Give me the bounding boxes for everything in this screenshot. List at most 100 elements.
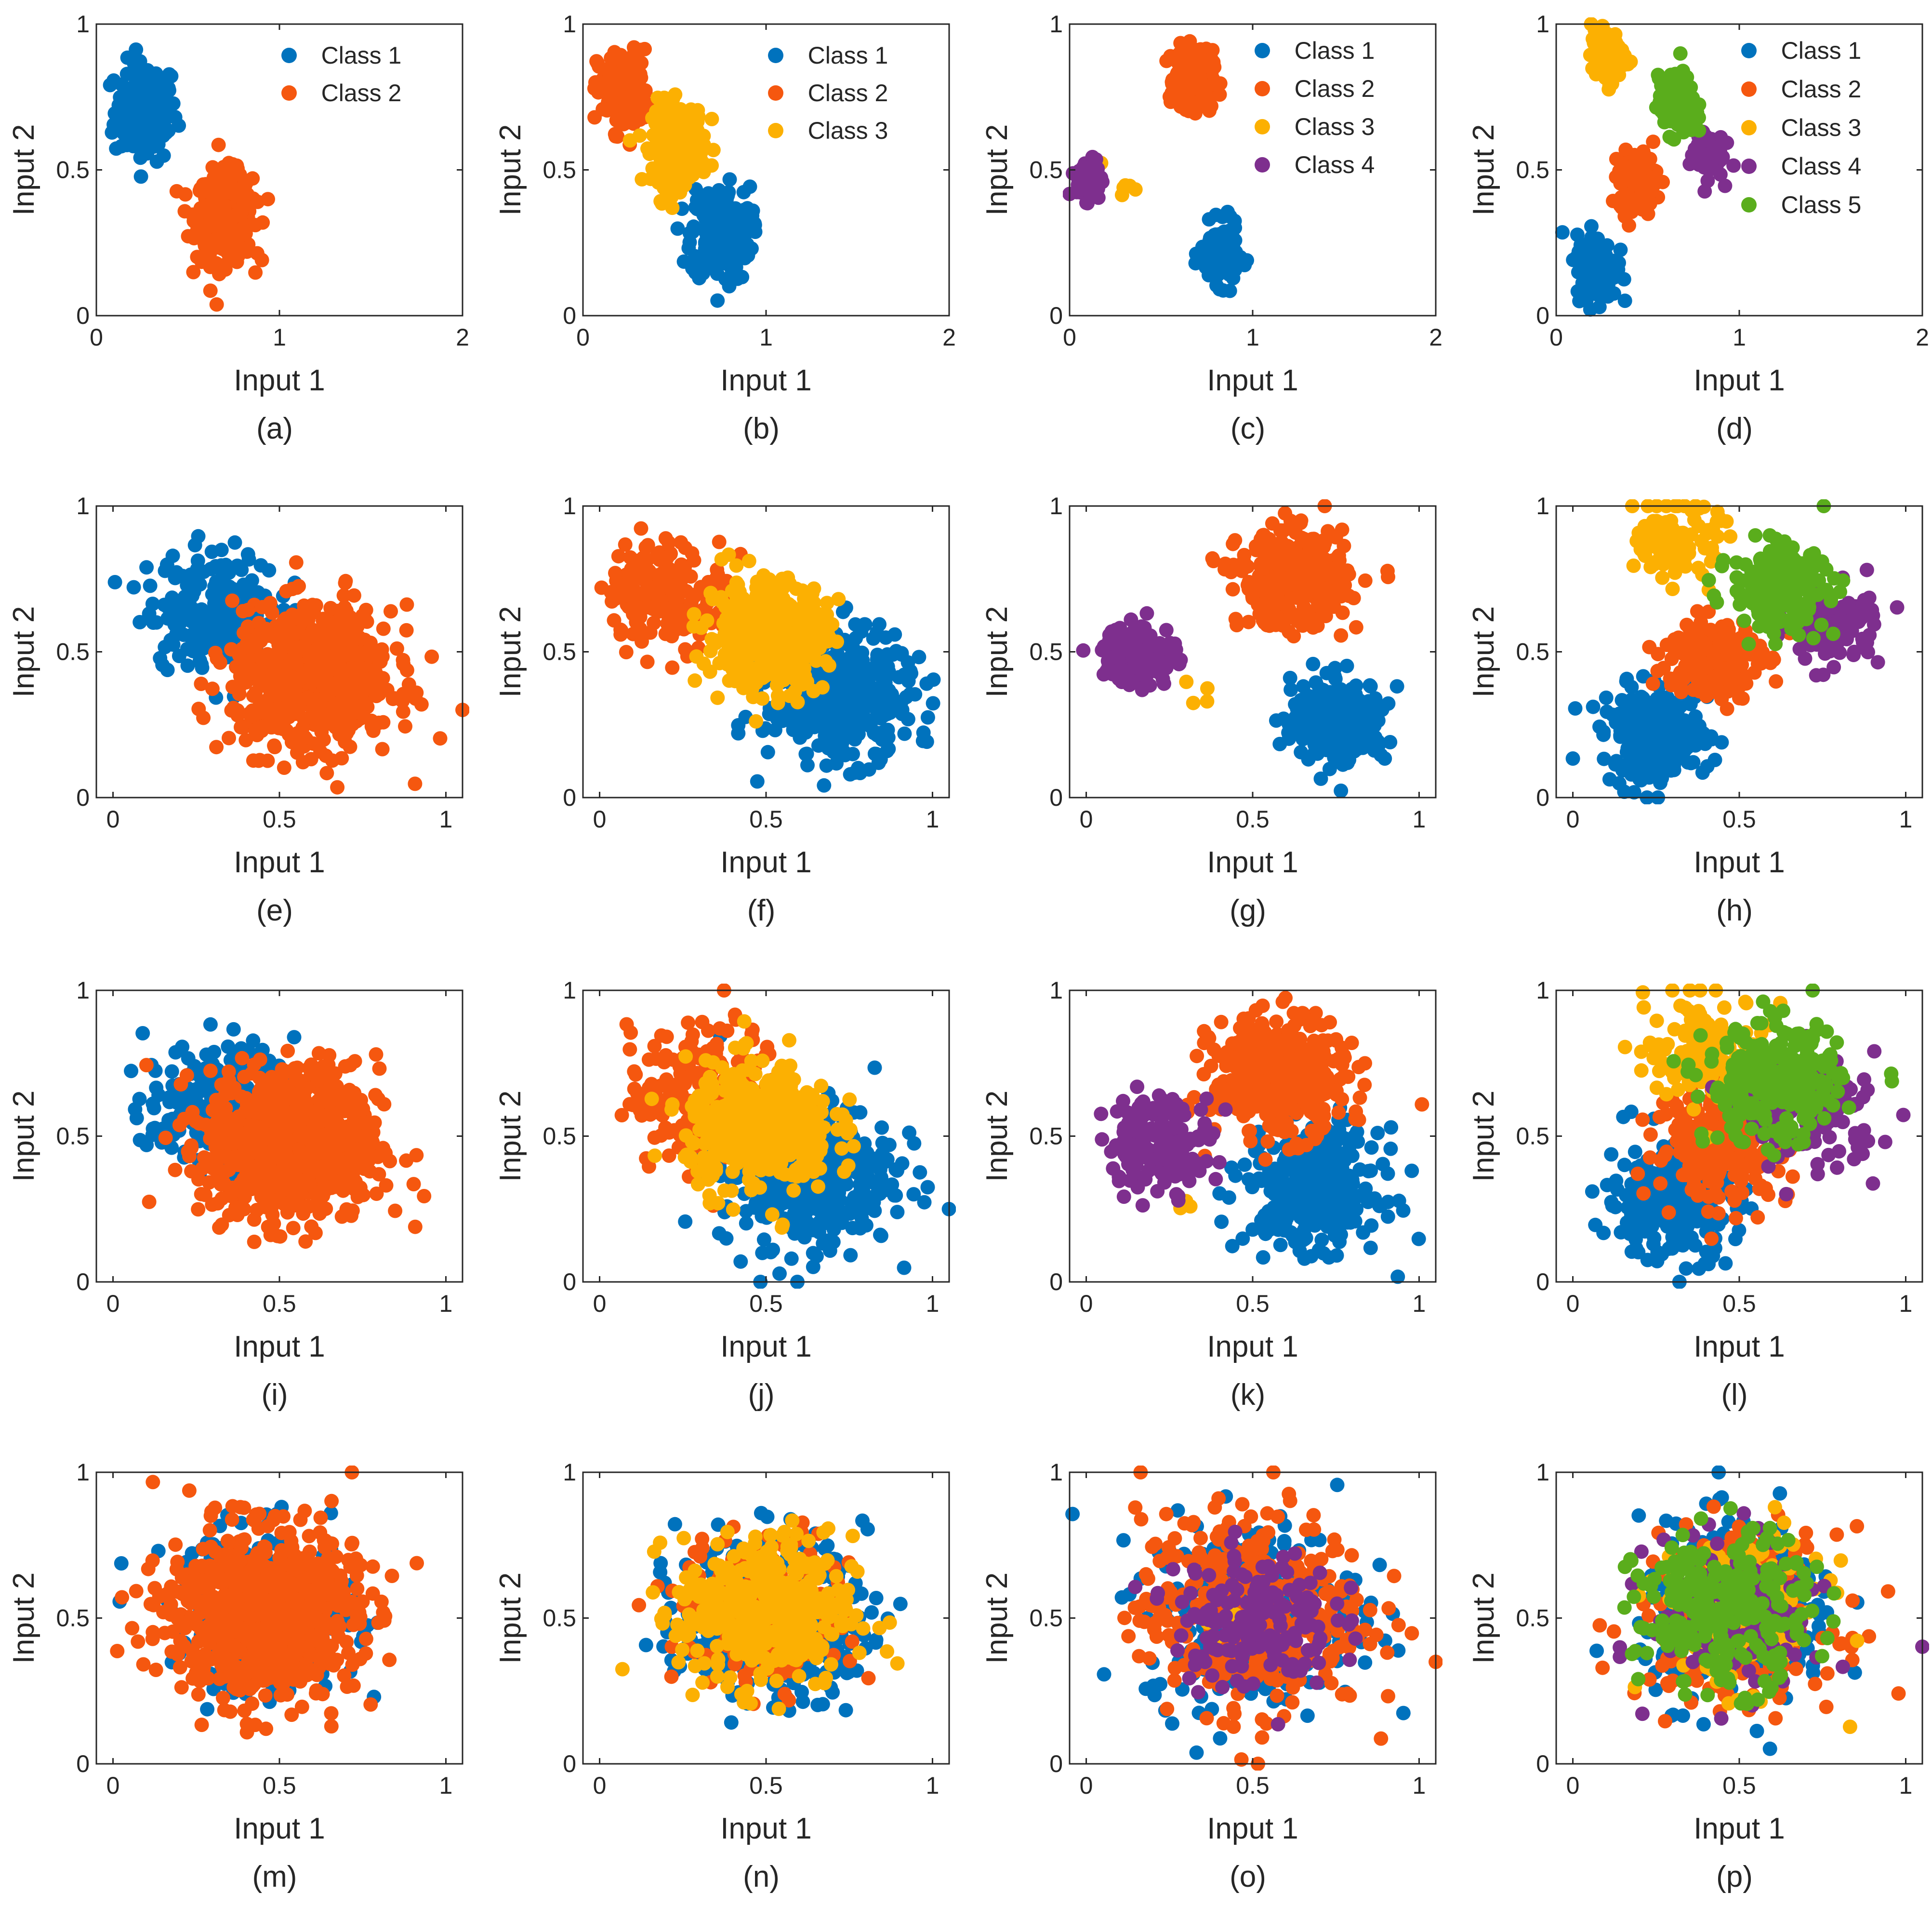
- data-point-class-2: [674, 535, 688, 550]
- data-point-class-2: [630, 64, 645, 79]
- legend-label: Class 1: [1295, 37, 1375, 64]
- x-tick-label: 0: [1549, 324, 1563, 351]
- data-point-class-1: [143, 578, 158, 593]
- data-point-class-2: [346, 588, 361, 603]
- data-point-class-2: [341, 646, 356, 661]
- data-point-class-1: [1301, 708, 1316, 723]
- data-point-class-3: [696, 164, 711, 179]
- data-point-class-3: [708, 636, 723, 651]
- data-point-class-1: [1555, 225, 1570, 240]
- data-point-class-2: [1358, 573, 1373, 588]
- data-point-class-2: [408, 776, 423, 791]
- data-point-class-3: [671, 166, 686, 181]
- data-point-class-1: [165, 600, 180, 614]
- data-point-class-3: [736, 675, 751, 690]
- data-point-class-3: [702, 664, 717, 679]
- data-point-class-3: [1623, 54, 1638, 69]
- y-axis-label: Input 2: [1467, 124, 1500, 216]
- data-point-class-1: [1209, 278, 1224, 293]
- data-point-class-2: [1206, 554, 1221, 569]
- data-point-class-2: [626, 607, 640, 622]
- data-point-class-1: [120, 50, 135, 65]
- data-point-class-2: [289, 555, 304, 570]
- y-tick-label: 0: [1049, 302, 1063, 329]
- data-point-class-2: [608, 566, 622, 581]
- legend-label: Class 1: [808, 42, 888, 69]
- data-point-class-2: [587, 110, 602, 125]
- data-point-class-2: [261, 192, 275, 207]
- data-point-class-1: [1202, 212, 1217, 227]
- data-point-class-1: [1228, 220, 1243, 235]
- data-point-class-2: [396, 687, 411, 702]
- data-point-class-1: [866, 631, 881, 646]
- data-point-class-2: [665, 660, 680, 675]
- x-tick-label: 1: [439, 806, 453, 833]
- data-point-class-1: [140, 146, 155, 161]
- data-point-class-3: [645, 161, 660, 176]
- data-point-class-2: [254, 720, 269, 734]
- data-point-class-3: [1611, 43, 1626, 58]
- data-point-class-3: [1128, 182, 1143, 197]
- data-point-class-2: [265, 703, 280, 718]
- data-point-class-1: [1368, 691, 1383, 706]
- data-point-class-2: [323, 651, 337, 666]
- data-point-class-2: [208, 203, 222, 218]
- data-point-class-2: [178, 187, 193, 202]
- data-point-class-1: [834, 735, 849, 750]
- data-point-class-2: [399, 623, 414, 638]
- data-point-class-2: [222, 731, 236, 746]
- data-point-class-2: [644, 585, 659, 600]
- data-point-class-1: [730, 211, 745, 226]
- data-point-class-2: [647, 615, 661, 630]
- data-point-class-2: [319, 766, 334, 781]
- data-point-class-1: [124, 95, 139, 110]
- data-point-class-1: [205, 626, 220, 641]
- data-point-class-1: [880, 706, 895, 721]
- data-point-class-3: [666, 150, 681, 165]
- data-point-class-1: [173, 615, 188, 630]
- data-point-class-3: [670, 185, 684, 200]
- data-point-class-2: [218, 262, 233, 277]
- data-point-class-2: [1633, 162, 1648, 177]
- x-axis-label: Input 1: [1207, 364, 1298, 397]
- data-point-class-2: [272, 646, 287, 661]
- y-tick-label: 1: [563, 493, 576, 520]
- data-point-class-1: [1329, 697, 1344, 712]
- data-point-class-2: [352, 630, 367, 645]
- legend-label: Class 2: [1295, 75, 1375, 102]
- panel-label: (e): [256, 894, 293, 927]
- y-tick-label: 0: [563, 784, 576, 811]
- data-point-class-2: [242, 706, 257, 721]
- data-point-class-4: [1726, 158, 1741, 173]
- data-point-class-1: [1343, 744, 1358, 759]
- data-point-class-1: [242, 583, 257, 598]
- y-tick-label: 0.5: [56, 639, 90, 666]
- data-point-class-4: [1079, 196, 1094, 210]
- data-point-class-3: [809, 653, 823, 668]
- data-point-class-2: [290, 626, 304, 640]
- data-point-class-2: [297, 730, 312, 745]
- data-point-class-1: [197, 641, 211, 656]
- data-point-class-1: [1363, 679, 1378, 694]
- data-point-class-1: [1389, 679, 1404, 694]
- data-point-class-2: [221, 218, 236, 233]
- data-point-class-1: [926, 696, 940, 711]
- data-point-class-1: [919, 676, 934, 691]
- data-point-class-2: [318, 707, 332, 722]
- legend-marker: [1741, 159, 1757, 174]
- data-point-class-2: [268, 675, 283, 690]
- data-point-class-1: [731, 726, 746, 741]
- data-point-class-1: [158, 563, 172, 578]
- data-point-class-2: [277, 760, 291, 775]
- legend-marker: [1255, 119, 1270, 134]
- data-point-class-2: [224, 642, 238, 657]
- data-point-class-2: [1206, 73, 1221, 88]
- data-point-class-2: [1179, 71, 1194, 86]
- data-point-class-2: [300, 629, 315, 644]
- data-point-class-2: [357, 710, 371, 725]
- data-point-class-2: [622, 89, 636, 104]
- data-point-class-1: [1336, 757, 1350, 772]
